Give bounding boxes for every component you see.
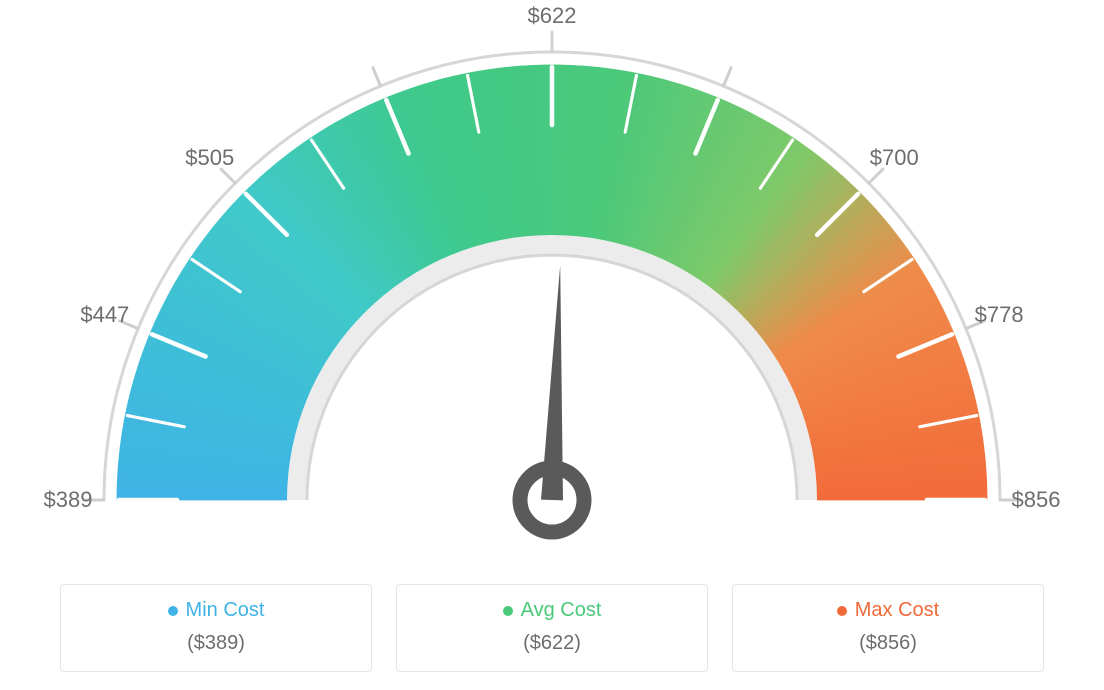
gauge-tick-label: $447 — [80, 302, 129, 328]
summary-row: Min Cost ($389) Avg Cost ($622) Max Cost… — [60, 584, 1044, 672]
gauge-chart-stage: Min Cost ($389) Avg Cost ($622) Max Cost… — [0, 0, 1104, 690]
min-cost-label: Min Cost — [186, 599, 265, 622]
gauge-tick-label: $856 — [1012, 487, 1061, 513]
gauge-tick-label: $700 — [870, 145, 919, 171]
avg-cost-card: Avg Cost ($622) — [396, 584, 708, 672]
gauge-tick-label: $622 — [528, 3, 577, 29]
max-cost-dot — [837, 606, 847, 616]
min-cost-title: Min Cost — [168, 599, 265, 622]
min-cost-value: ($389) — [71, 632, 361, 655]
min-cost-card: Min Cost ($389) — [60, 584, 372, 672]
max-cost-card: Max Cost ($856) — [732, 584, 1044, 672]
avg-cost-label: Avg Cost — [521, 599, 602, 622]
max-cost-label: Max Cost — [855, 599, 939, 622]
gauge-svg — [0, 0, 1104, 560]
avg-cost-value: ($622) — [407, 632, 697, 655]
max-cost-value: ($856) — [743, 632, 1033, 655]
gauge-tick-label: $505 — [185, 145, 234, 171]
gauge-tick-label: $778 — [975, 302, 1024, 328]
gauge-tick-label: $389 — [44, 487, 93, 513]
max-cost-title: Max Cost — [837, 599, 939, 622]
min-cost-dot — [168, 606, 178, 616]
avg-cost-title: Avg Cost — [503, 599, 602, 622]
avg-cost-dot — [503, 606, 513, 616]
